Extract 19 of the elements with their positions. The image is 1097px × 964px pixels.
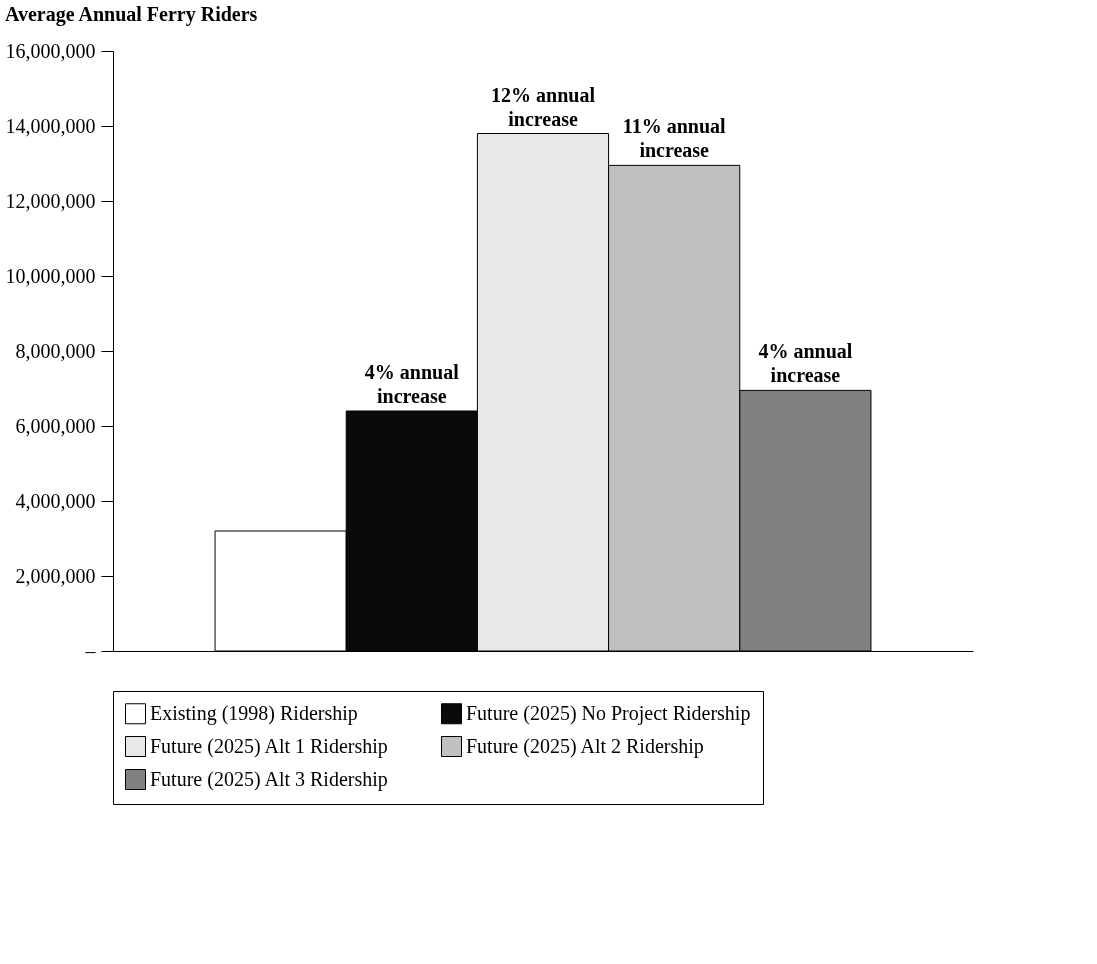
legend-label: Future (2025) Alt 3 Ridership (150, 767, 388, 791)
y-tick-label: 4,000,000 (15, 489, 96, 512)
y-tick-label: 12,000,000 (5, 189, 96, 212)
legend-label: Future (2025) Alt 2 Ridership (466, 734, 704, 758)
annotation: 12% annual increase (491, 83, 596, 130)
y-tick-label: 14,000,000 (5, 114, 96, 137)
y-tick-label: 16,000,000 (5, 39, 96, 62)
annotation: 4% annual increase (758, 340, 853, 387)
chart-title: Average Annual Ferry Riders (5, 3, 258, 26)
y-tick-label: 6,000,000 (15, 414, 96, 437)
legend-label: Future (2025) Alt 1 Ridership (150, 734, 388, 758)
legend-label: Existing (1998) Ridership (150, 701, 358, 725)
annotation: 4% annual increase (364, 361, 460, 407)
y-tick-label: 2,000,000 (15, 564, 96, 587)
annotation: 11% annual increase (622, 115, 727, 162)
y-tick-label: – (84, 639, 97, 662)
y-tick-label: 8,000,000 (15, 339, 96, 362)
legend-label: Future (2025) No Project Ridership (466, 701, 751, 725)
y-tick-label: 10,000,000 (5, 264, 96, 287)
